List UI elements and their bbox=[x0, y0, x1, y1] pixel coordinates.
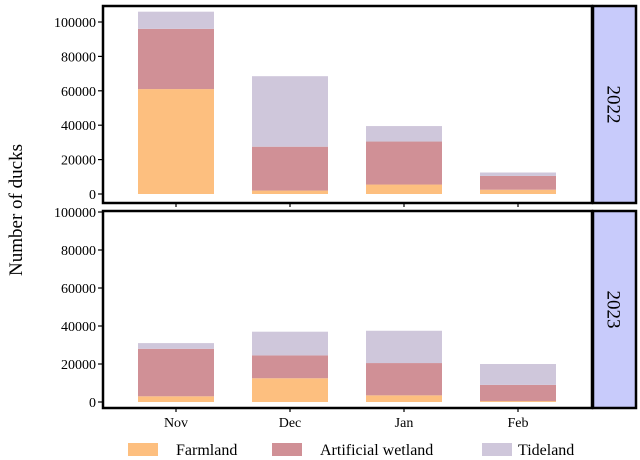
legend-label-artificial-wetland: Artificial wetland bbox=[320, 442, 433, 459]
legend-label-tideland: Tideland bbox=[518, 442, 574, 459]
panel-2022: 0 20000 40000 60000 80000 100000 2022 bbox=[54, 4, 638, 207]
y-tick-label-2022-100000: 100000 bbox=[54, 16, 96, 31]
strip-2022 bbox=[591, 4, 638, 205]
bar-2022-Dec-tideland bbox=[252, 76, 328, 147]
y-tick-label-2023-0: 0 bbox=[89, 396, 96, 411]
bar-2023-Dec-tideland bbox=[252, 331, 328, 356]
bar-2022-Feb-farmland bbox=[480, 189, 556, 194]
y-tick-label-2023-80000: 80000 bbox=[61, 244, 96, 259]
bar-2023-Feb-artificial-wetland bbox=[480, 384, 556, 402]
strip-label-2022: 2022 bbox=[603, 86, 624, 124]
x-tick-label-Nov: Nov bbox=[164, 416, 188, 431]
y-tick-label-2023-20000: 20000 bbox=[61, 358, 96, 373]
y-tick-label-2022-80000: 80000 bbox=[61, 50, 96, 65]
bar-2023-Dec-farmland bbox=[252, 378, 328, 402]
bar-2022-Feb-tideland bbox=[480, 172, 556, 176]
bar-2022-Jan-artificial-wetland bbox=[366, 141, 442, 185]
legend-swatch-artificial-wetland bbox=[272, 443, 302, 456]
y-tick-label-2023-40000: 40000 bbox=[61, 320, 96, 335]
bar-2022-Nov-farmland bbox=[138, 89, 214, 194]
strip-label-2023: 2023 bbox=[603, 291, 624, 329]
legend: Farmland Artificial wetland Tideland bbox=[128, 442, 574, 459]
bar-2022-Jan-tideland bbox=[366, 126, 442, 142]
bar-2023-Jan-artificial-wetland bbox=[366, 363, 442, 396]
bar-2022-Jan-farmland bbox=[366, 184, 442, 194]
y-tick-label-2022-0: 0 bbox=[89, 188, 96, 203]
bar-2023-Jan-farmland bbox=[366, 395, 442, 402]
legend-swatch-farmland bbox=[128, 443, 158, 456]
legend-swatch-tideland bbox=[482, 443, 512, 456]
y-tick-label-2022-60000: 60000 bbox=[61, 85, 96, 100]
bar-2022-Dec-farmland bbox=[252, 190, 328, 194]
x-tick-label-Dec: Dec bbox=[279, 416, 302, 431]
strip-2023 bbox=[591, 209, 638, 410]
x-tick-label-Feb: Feb bbox=[508, 416, 529, 431]
y-tick-label-2022-20000: 20000 bbox=[61, 154, 96, 169]
legend-label-farmland: Farmland bbox=[176, 442, 237, 459]
bar-2023-Dec-artificial-wetland bbox=[252, 355, 328, 379]
bar-2023-Nov-tideland bbox=[138, 343, 214, 349]
bar-2023-Feb-tideland bbox=[480, 364, 556, 385]
bar-2023-Nov-farmland bbox=[138, 396, 214, 402]
bar-2022-Dec-artificial-wetland bbox=[252, 146, 328, 191]
bar-2022-Nov-artificial-wetland bbox=[138, 28, 214, 90]
bar-2023-Jan-tideland bbox=[366, 330, 442, 364]
bar-2023-Feb-farmland bbox=[480, 401, 556, 402]
x-tick-label-Jan: Jan bbox=[395, 416, 414, 431]
y-axis-label: Number of ducks bbox=[6, 144, 27, 276]
bar-2023-Nov-artificial-wetland bbox=[138, 348, 214, 397]
panels-group: 0 20000 40000 60000 80000 100000 2022 0 20000 400… bbox=[54, 4, 638, 431]
bar-2022-Nov-tideland bbox=[138, 11, 214, 29]
y-tick-label-2022-40000: 40000 bbox=[61, 119, 96, 134]
y-tick-label-2023-60000: 60000 bbox=[61, 282, 96, 297]
panel-2023: 0 20000 40000 60000 80000 100000 2023 bbox=[54, 206, 638, 412]
y-tick-label-2023-100000: 100000 bbox=[54, 206, 96, 221]
bar-2022-Feb-artificial-wetland bbox=[480, 175, 556, 190]
